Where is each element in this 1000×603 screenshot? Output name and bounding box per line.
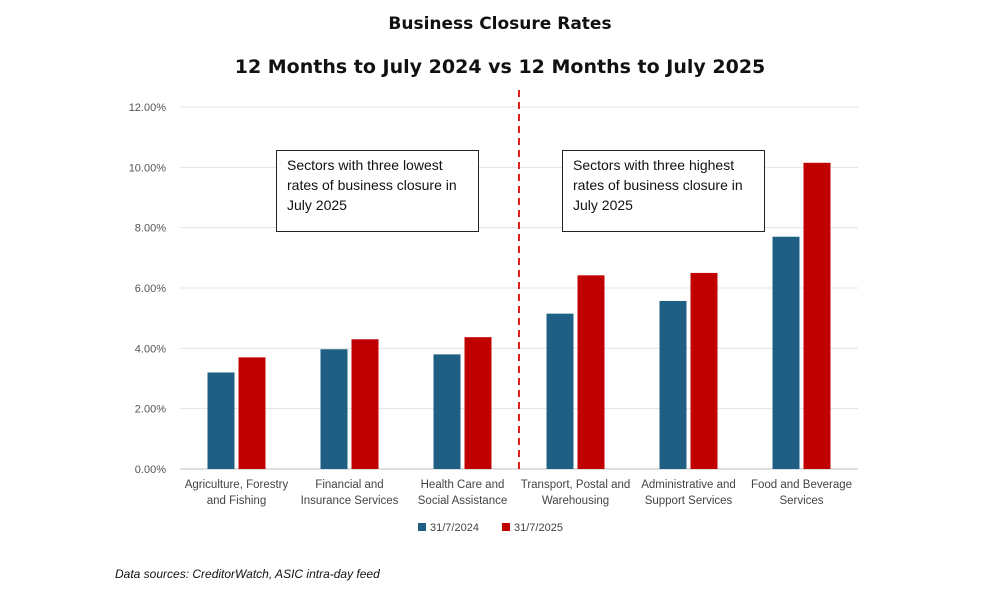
legend-label: 31/7/2024 bbox=[430, 522, 479, 534]
bar bbox=[351, 339, 379, 469]
y-tick-label: 8.00% bbox=[135, 223, 166, 235]
annotation-highest-sectors: Sectors with three highest rates of busi… bbox=[562, 150, 765, 232]
x-category-label: Transport, Postal and bbox=[521, 479, 631, 491]
x-category-label: Financial and bbox=[315, 479, 383, 491]
y-tick-label: 12.00% bbox=[129, 102, 167, 114]
bar bbox=[320, 349, 348, 469]
annotation-lowest-sectors: Sectors with three lowest rates of busin… bbox=[276, 150, 479, 232]
bar bbox=[577, 275, 605, 469]
bar bbox=[433, 354, 461, 469]
data-source-note: Data sources: CreditorWatch, ASIC intra-… bbox=[115, 567, 380, 581]
x-category-label: Food and Beverage bbox=[751, 479, 852, 491]
x-category-label: Agriculture, Forestry bbox=[185, 479, 289, 491]
bar bbox=[690, 272, 718, 469]
x-category-label: Social Assistance bbox=[418, 495, 508, 507]
x-category-label: Warehousing bbox=[542, 495, 609, 507]
bar bbox=[207, 372, 235, 469]
y-tick-label: 6.00% bbox=[135, 283, 166, 295]
legend-swatch bbox=[418, 523, 426, 531]
bar bbox=[803, 162, 831, 469]
bar bbox=[546, 313, 574, 469]
x-category-label: and Fishing bbox=[207, 495, 266, 507]
x-category-label: Insurance Services bbox=[301, 495, 399, 507]
legend-label: 31/7/2025 bbox=[514, 522, 563, 534]
chart-subtitle: 12 Months to July 2024 vs 12 Months to J… bbox=[234, 56, 766, 78]
y-tick-label: 2.00% bbox=[135, 404, 166, 416]
bar bbox=[464, 337, 492, 469]
bar bbox=[238, 357, 266, 469]
bar bbox=[772, 236, 800, 469]
x-category-label: Services bbox=[779, 495, 823, 507]
x-category-label: Health Care and bbox=[421, 479, 505, 491]
bar bbox=[659, 300, 687, 469]
y-tick-label: 0.00% bbox=[135, 464, 166, 476]
x-category-label: Support Services bbox=[645, 495, 733, 507]
y-tick-label: 10.00% bbox=[129, 162, 167, 174]
chart-title: Business Closure Rates bbox=[388, 14, 612, 34]
x-category-label: Administrative and bbox=[641, 479, 736, 491]
legend-swatch bbox=[502, 523, 510, 531]
y-tick-label: 4.00% bbox=[135, 343, 166, 355]
